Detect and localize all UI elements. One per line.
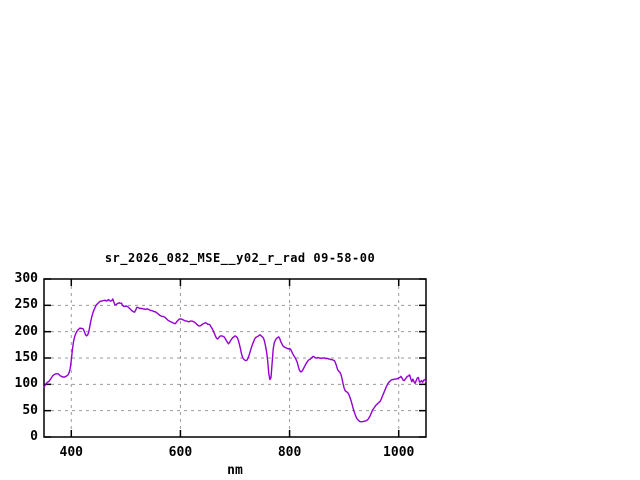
chart-title: sr_2026_082_MSE__y02_r_rad 09-58-00 [104, 251, 376, 265]
spectrum-line [43, 298, 427, 423]
y-tick-label: 50 [22, 402, 38, 418]
x-tick-label: 400 [59, 445, 84, 460]
y-tick-label: 200 [14, 323, 38, 339]
y-tick-label: 250 [14, 297, 38, 313]
y-tick-label: 0 [30, 429, 38, 444]
x-tick-label: 600 [168, 445, 193, 460]
plot-border [43, 278, 427, 438]
x-tick-label: 800 [277, 445, 302, 460]
y-tick-label: 150 [14, 350, 38, 365]
y-tick-label: 300 [14, 271, 38, 286]
x-axis-label: nm [227, 463, 243, 478]
x-tick-label: 1000 [383, 445, 415, 460]
y-tick-label: 100 [14, 376, 38, 392]
